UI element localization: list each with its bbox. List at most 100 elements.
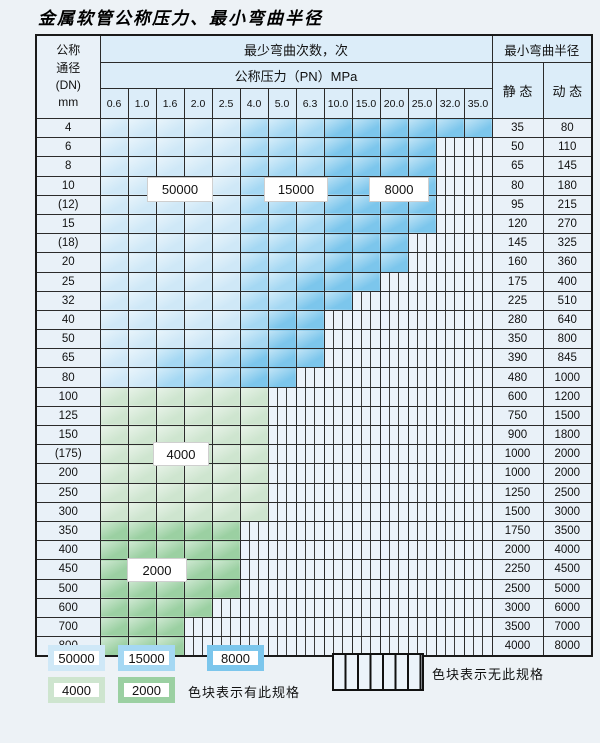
spec-cell-b2-p4.0 bbox=[239, 156, 269, 177]
static-radius-cell: 50 bbox=[491, 137, 544, 158]
spec-cell-g1-p1.0 bbox=[127, 405, 157, 427]
no-spec-cell-p6.3 bbox=[295, 367, 325, 388]
dn-cell: 200 bbox=[35, 463, 101, 484]
no-spec-cell-p25.0 bbox=[407, 424, 437, 446]
spec-cell-b2-p2.0 bbox=[183, 348, 213, 369]
radius-header: 最小弯曲半径 bbox=[491, 34, 593, 63]
spec-cell-b2-p6.3 bbox=[295, 137, 325, 158]
no-spec-cell-p2.0 bbox=[183, 616, 213, 638]
spec-cell-g2-p2.0 bbox=[183, 540, 213, 561]
no-spec-cell-p32.0 bbox=[435, 194, 465, 215]
spec-cell-b1-p2.5 bbox=[211, 213, 241, 235]
spec-cell-g1-p2.0 bbox=[183, 386, 213, 407]
pressure-col-2.5: 2.5 bbox=[211, 88, 241, 119]
pressure-columns-row: 0.6 1.0 1.6 2.0 2.5 4.0 5.0 6.3 10.0 15.0 20.0 25.0… bbox=[36, 88, 592, 119]
table-row-dn-125: 125 750 1500 bbox=[35, 405, 593, 427]
dynamic-radius-cell: 2500 bbox=[542, 482, 593, 503]
no-spec-cell-p20.0 bbox=[379, 271, 409, 292]
dn-cell: 350 bbox=[35, 520, 101, 542]
no-spec-cell-p20.0 bbox=[379, 386, 409, 407]
spec-cell-b1-p2.5 bbox=[211, 137, 241, 158]
spec-cell-g1-p2.0 bbox=[183, 463, 213, 484]
dynamic-radius-cell: 3000 bbox=[542, 501, 593, 522]
no-spec-cell-p6.3 bbox=[295, 386, 325, 407]
pressure-header: 公称压力（PN）MPa bbox=[99, 62, 493, 89]
no-spec-cell-p20.0 bbox=[379, 405, 409, 427]
no-spec-cell-p15.0 bbox=[351, 386, 381, 407]
spec-cell-b1-p0.6 bbox=[99, 271, 129, 292]
spec-cell-g1-p1.6 bbox=[155, 424, 185, 446]
spec-cell-g2-p1.6 bbox=[155, 597, 185, 618]
table-row-dn-25: 25 175 400 bbox=[35, 271, 593, 292]
spec-cell-b1-p2.0 bbox=[183, 271, 213, 292]
spec-cell-b1-p2.0 bbox=[183, 309, 213, 331]
spec-cell-b1-p0.6 bbox=[99, 252, 129, 273]
spec-cell-b3-p15.0 bbox=[351, 137, 381, 158]
static-radius-cell: 1500 bbox=[491, 501, 544, 522]
no-spec-cell-p25.0 bbox=[407, 271, 437, 292]
spec-cell-b3-p5.0 bbox=[267, 348, 297, 369]
legend-swatch-4000: 4000 bbox=[48, 677, 105, 703]
spec-cell-g1-p0.6 bbox=[99, 386, 129, 407]
no-spec-cell-p5.0 bbox=[267, 424, 297, 446]
no-spec-cell-p6.3 bbox=[295, 578, 325, 599]
spec-cell-b1-p1.0 bbox=[127, 271, 157, 292]
no-spec-cell-p32.0 bbox=[435, 424, 465, 446]
no-spec-cell-p10.0 bbox=[323, 329, 353, 350]
no-spec-cell-p5.0 bbox=[267, 597, 297, 618]
no-spec-cell-p32.0 bbox=[435, 578, 465, 599]
no-spec-cell-p10.0 bbox=[323, 444, 353, 465]
spec-cell-b1-p1.0 bbox=[127, 290, 157, 311]
spec-cell-b3-p25.0 bbox=[407, 117, 437, 139]
spec-cell-g1-p0.6 bbox=[99, 444, 129, 465]
spec-cell-b1-p1.0 bbox=[127, 367, 157, 388]
no-spec-cell-p32.0 bbox=[435, 463, 465, 484]
spec-cell-g1-p1.0 bbox=[127, 463, 157, 484]
no-spec-cell-p32.0 bbox=[435, 520, 465, 542]
dn-cell: 600 bbox=[35, 597, 101, 618]
no-spec-cell-p20.0 bbox=[379, 616, 409, 638]
dynamic-radius-cell: 1500 bbox=[542, 405, 593, 427]
no-spec-cell-p32.0 bbox=[435, 636, 465, 657]
no-spec-cell-p35.0 bbox=[463, 233, 493, 254]
spec-cell-b3-p20.0 bbox=[379, 156, 409, 177]
no-spec-cell-p10.0 bbox=[323, 597, 353, 618]
no-spec-cell-p35.0 bbox=[463, 137, 493, 158]
no-spec-cell-p35.0 bbox=[463, 424, 493, 446]
spec-cell-b1-p0.6 bbox=[99, 329, 129, 350]
dn-cell: 6 bbox=[35, 137, 101, 158]
no-spec-cell-p10.0 bbox=[323, 367, 353, 388]
no-spec-cell-p10.0 bbox=[323, 309, 353, 331]
cycle-label-50000: 50000 bbox=[147, 177, 213, 202]
spec-cell-b1-p1.0 bbox=[127, 156, 157, 177]
no-spec-cell-p5.0 bbox=[267, 616, 297, 638]
no-spec-cell-p20.0 bbox=[379, 559, 409, 580]
no-spec-cell-p4.0 bbox=[239, 559, 269, 580]
static-radius-cell: 900 bbox=[491, 424, 544, 446]
page-title: 金属软管公称压力、最小弯曲半径 bbox=[38, 9, 323, 29]
spec-cell-b3-p20.0 bbox=[379, 213, 409, 235]
no-spec-cell-p6.3 bbox=[295, 597, 325, 618]
table-row-dn-250: 250 1250 2500 bbox=[35, 482, 593, 503]
table-row-dn-20: 20 160 360 bbox=[35, 252, 593, 273]
no-spec-cell-p25.0 bbox=[407, 616, 437, 638]
spec-cell-g2-p2.5 bbox=[211, 559, 241, 580]
no-spec-cell-p6.3 bbox=[295, 482, 325, 503]
no-spec-cell-p35.0 bbox=[463, 329, 493, 350]
no-spec-cell-p20.0 bbox=[379, 578, 409, 599]
spec-cell-b1-p0.6 bbox=[99, 309, 129, 331]
spec-cell-b1-p1.0 bbox=[127, 233, 157, 254]
spec-cell-b1-p2.5 bbox=[211, 194, 241, 215]
spec-cell-b1-p2.5 bbox=[211, 117, 241, 139]
dynamic-radius-cell: 7000 bbox=[542, 616, 593, 638]
dn-cell: 100 bbox=[35, 386, 101, 407]
spec-cell-b1-p2.0 bbox=[183, 117, 213, 139]
dynamic-radius-cell: 5000 bbox=[542, 578, 593, 599]
no-spec-cell-p5.0 bbox=[267, 501, 297, 522]
spec-cell-g2-p1.0 bbox=[127, 616, 157, 638]
no-spec-cell-p15.0 bbox=[351, 501, 381, 522]
spec-cell-b3-p32.0 bbox=[435, 117, 465, 139]
spec-cell-b3-p15.0 bbox=[351, 252, 381, 273]
static-radius-cell: 1000 bbox=[491, 444, 544, 465]
